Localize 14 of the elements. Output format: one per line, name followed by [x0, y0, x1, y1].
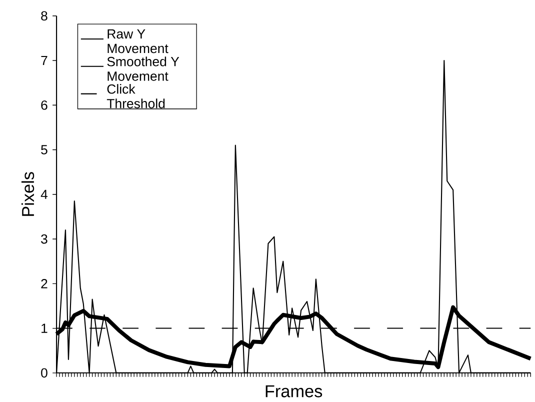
legend-label: Click Threshold	[106, 84, 165, 108]
legend-label: Smoothed Y Movement	[107, 56, 180, 81]
y-tick-label: 0	[41, 368, 48, 378]
y-tick-label: 7	[41, 56, 48, 66]
y-tick-label: 3	[41, 234, 48, 244]
y-tick-label: 6	[41, 100, 48, 110]
y-tick-label: 8	[41, 11, 48, 21]
y-tick-label: 5	[41, 145, 48, 154]
y-tick-label: 4	[40, 190, 48, 200]
y-tick-label: 2	[41, 279, 48, 288]
y-tick-label: 1	[42, 324, 48, 333]
legend-label: Raw Y Movement	[108, 29, 168, 54]
x-axis-title: Frames	[266, 385, 322, 398]
y-axis-title: Pixels	[21, 172, 34, 216]
